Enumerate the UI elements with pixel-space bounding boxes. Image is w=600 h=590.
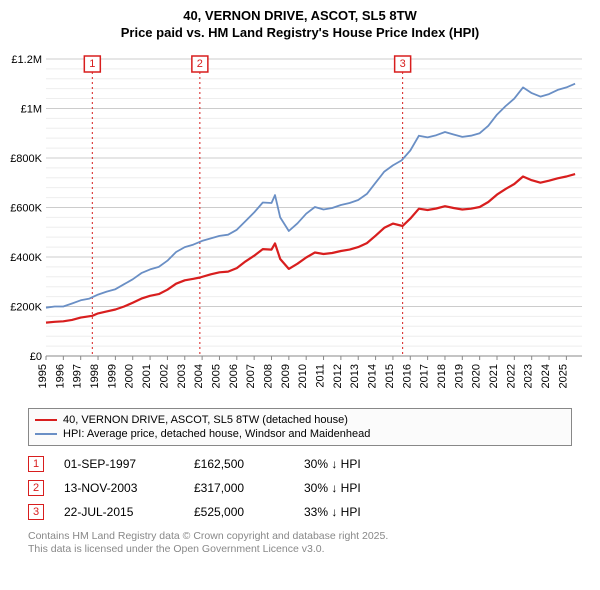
x-tick-label: 2011 bbox=[315, 364, 327, 388]
sale-date: 22-JUL-2015 bbox=[64, 505, 194, 519]
y-tick-label: £600K bbox=[10, 202, 42, 214]
x-tick-label: 2008 bbox=[263, 364, 275, 388]
x-tick-label: 2015 bbox=[384, 364, 396, 388]
legend-item: 40, VERNON DRIVE, ASCOT, SL5 8TW (detach… bbox=[35, 413, 565, 427]
y-tick-label: £1.2M bbox=[11, 54, 42, 66]
x-tick-label: 2025 bbox=[557, 364, 569, 388]
y-tick-label: £800K bbox=[10, 153, 42, 165]
x-tick-label: 2002 bbox=[158, 364, 170, 388]
x-tick-label: 1995 bbox=[37, 364, 49, 388]
sale-diff: 33% ↓ HPI bbox=[304, 505, 424, 519]
x-tick-label: 2024 bbox=[540, 364, 552, 388]
sale-marker-number: 2 bbox=[197, 58, 203, 70]
sale-diff: 30% ↓ HPI bbox=[304, 481, 424, 495]
y-tick-label: £0 bbox=[30, 351, 42, 363]
chart-area: £0 £200K £400K £600K £800K £1M £1.2M 1995 1996 19… bbox=[0, 42, 600, 402]
x-tick-label: 2013 bbox=[349, 364, 361, 388]
footer-line-1: Contains HM Land Registry data © Crown c… bbox=[28, 530, 572, 543]
x-tick-label: 1999 bbox=[106, 364, 118, 388]
chart-title: 40, VERNON DRIVE, ASCOT, SL5 8TW Price p… bbox=[0, 0, 600, 42]
x-tick-label: 2017 bbox=[419, 364, 431, 388]
sale-price: £162,500 bbox=[194, 457, 304, 471]
sale-price: £317,000 bbox=[194, 481, 304, 495]
x-tick-label: 2020 bbox=[471, 364, 483, 388]
x-tick-label: 2000 bbox=[124, 364, 136, 388]
sale-date: 13-NOV-2003 bbox=[64, 481, 194, 495]
sales-row: 1 01-SEP-1997£162,50030% ↓ HPI bbox=[28, 452, 572, 476]
title-line-2: Price paid vs. HM Land Registry's House … bbox=[0, 25, 600, 42]
footer-line-2: This data is licensed under the Open Gov… bbox=[28, 543, 572, 556]
sales-row: 2 13-NOV-2003£317,00030% ↓ HPI bbox=[28, 476, 572, 500]
sales-row: 3 22-JUL-2015£525,00033% ↓ HPI bbox=[28, 500, 572, 524]
legend-label: HPI: Average price, detached house, Wind… bbox=[63, 428, 370, 440]
footer-attribution: Contains HM Land Registry data © Crown c… bbox=[28, 530, 572, 556]
legend: 40, VERNON DRIVE, ASCOT, SL5 8TW (detach… bbox=[28, 408, 572, 446]
legend-item: HPI: Average price, detached house, Wind… bbox=[35, 427, 565, 441]
x-tick-label: 2003 bbox=[176, 364, 188, 388]
x-tick-label: 1998 bbox=[89, 364, 101, 388]
line-chart-svg: £0 £200K £400K £600K £800K £1M £1.2M 1995 1996 19… bbox=[0, 42, 600, 402]
x-tick-label: 2016 bbox=[401, 364, 413, 388]
x-tick-label: 2001 bbox=[141, 364, 153, 388]
x-tick-label: 2009 bbox=[280, 364, 292, 388]
title-line-1: 40, VERNON DRIVE, ASCOT, SL5 8TW bbox=[0, 8, 600, 25]
x-tick-label: 2022 bbox=[505, 364, 517, 388]
x-tick-label: 2021 bbox=[488, 364, 500, 388]
y-tick-label: £400K bbox=[10, 252, 42, 264]
x-tick-label: 2005 bbox=[210, 364, 222, 388]
x-tick-label: 1996 bbox=[54, 364, 66, 388]
x-tick-label: 1997 bbox=[72, 364, 84, 388]
x-tick-label: 2014 bbox=[367, 364, 379, 388]
sale-diff: 30% ↓ HPI bbox=[304, 457, 424, 471]
x-tick-label: 2006 bbox=[228, 364, 240, 388]
y-tick-label: £200K bbox=[10, 301, 42, 313]
x-tick-label: 2010 bbox=[297, 364, 309, 388]
sales-marker: 3 bbox=[28, 504, 44, 520]
x-tick-label: 2019 bbox=[453, 364, 465, 388]
x-tick-label: 2012 bbox=[332, 364, 344, 388]
legend-swatch bbox=[35, 433, 57, 435]
sales-table: 1 01-SEP-1997£162,50030% ↓ HPI 2 13-NOV-200… bbox=[28, 452, 572, 524]
x-tick-label: 2018 bbox=[436, 364, 448, 388]
x-tick-label: 2023 bbox=[523, 364, 535, 388]
sale-marker-number: 3 bbox=[400, 58, 406, 70]
sale-marker-number: 1 bbox=[89, 58, 95, 70]
sale-date: 01-SEP-1997 bbox=[64, 457, 194, 471]
x-tick-label: 2007 bbox=[245, 364, 257, 388]
y-tick-label: £1M bbox=[21, 103, 42, 115]
sales-marker: 1 bbox=[28, 456, 44, 472]
sale-price: £525,000 bbox=[194, 505, 304, 519]
legend-label: 40, VERNON DRIVE, ASCOT, SL5 8TW (detach… bbox=[63, 414, 348, 426]
x-tick-label: 2004 bbox=[193, 364, 205, 388]
legend-swatch bbox=[35, 419, 57, 421]
sales-marker: 2 bbox=[28, 480, 44, 496]
